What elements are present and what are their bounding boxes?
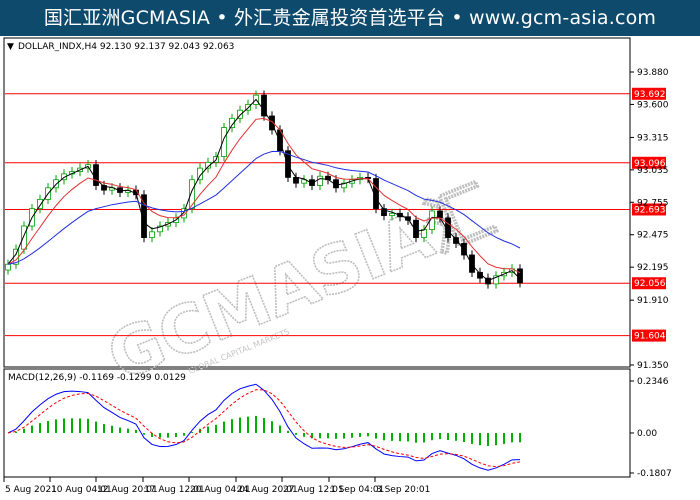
- banner-title: 国汇亚洲GCMASIA • 外汇贵金属投资首选平台 • www.gcm-asia…: [43, 7, 657, 29]
- symbol-header: DOLLAR_INDX,H4 92.130 92.137 92.043 92.0…: [18, 42, 234, 52]
- candle-body: [61, 173, 67, 181]
- candle-body: [197, 167, 203, 181]
- level-price-label: 91.604: [634, 332, 666, 342]
- candle-body: [293, 176, 299, 184]
- y-tick-label: 93.600: [637, 100, 669, 110]
- level-price-tag: [632, 87, 666, 100]
- candle-body: [21, 225, 27, 250]
- ma-red: [7, 117, 521, 274]
- level-price-label: 92.056: [634, 279, 666, 289]
- y-tick-label: 92.195: [637, 263, 669, 273]
- y-tick-label: 93.315: [637, 133, 669, 143]
- candle-body: [149, 231, 155, 239]
- candle-body: [469, 254, 475, 273]
- candle-body: [517, 268, 523, 284]
- banner: 国汇亚洲GCMASIA • 外汇贵金属投资首选平台 • www.gcm-asia…: [0, 0, 700, 36]
- macd-pane: [3, 368, 631, 478]
- y-tick-label: 93.880: [637, 68, 669, 78]
- candle-body: [429, 210, 435, 230]
- candle-body: [317, 175, 323, 186]
- candle-body: [101, 185, 107, 191]
- level-price-tag: [632, 203, 666, 216]
- level-price-label: 93.692: [634, 90, 666, 100]
- macd-signal-line: [7, 389, 521, 468]
- x-tick-label: 12 Aug 20:01: [97, 485, 158, 495]
- collapse-arrow-icon[interactable]: ▼: [7, 42, 14, 52]
- candle-body: [437, 210, 443, 219]
- macd-y-tick-label: -0.1807: [637, 469, 672, 479]
- x-tick-label: 10 Aug 04:01: [51, 485, 112, 495]
- candle-body: [453, 237, 459, 244]
- candle-body: [493, 275, 499, 285]
- candle-body: [221, 127, 227, 157]
- candle-body: [381, 208, 387, 217]
- x-tick-label: 27 Aug 12:01: [283, 485, 344, 495]
- y-tick-label: 91.350: [637, 361, 669, 371]
- candle-body: [413, 219, 419, 239]
- x-tick-label: 17 Aug 12:01: [144, 485, 205, 495]
- candle-body: [37, 198, 43, 210]
- x-tick-label: 3 Sep 20:01: [376, 485, 430, 495]
- y-tick-label: 92.755: [637, 198, 669, 208]
- candle-body: [389, 212, 395, 217]
- x-tick-label: 24 Aug 20:01: [237, 485, 298, 495]
- candle-body: [301, 179, 307, 184]
- level-price-tag: [632, 156, 666, 169]
- macd-y-tick-label: 0.2346: [637, 377, 669, 387]
- x-tick-label: 1 Sep 04:01: [330, 485, 384, 495]
- candle-body: [93, 164, 99, 186]
- candle-body: [261, 94, 267, 117]
- level-price-tag: [632, 277, 666, 290]
- macd-line: [7, 383, 521, 471]
- candle-body: [309, 179, 315, 186]
- macd-label: MACD(12,26,9) -0.1169 -0.1299 0.0129: [8, 373, 186, 383]
- y-tick-label: 93.035: [637, 166, 669, 176]
- ma-fast-black: [7, 98, 521, 282]
- y-tick-label: 91.910: [637, 296, 669, 306]
- y-tick-label: 92.475: [637, 231, 669, 241]
- ma-blue: [7, 150, 521, 265]
- candle-body: [141, 194, 147, 239]
- level-price-tag: [632, 329, 666, 342]
- candle-body: [157, 225, 163, 233]
- x-tick-label: 20 Aug 04:01: [190, 485, 251, 495]
- candle-body: [237, 109, 243, 119]
- candle-body: [341, 182, 347, 189]
- price-chart[interactable]: GCMASIA汇 GLOBAL CAPITAL MARKETS 93.69293…: [0, 36, 700, 500]
- level-price-label: 92.693: [634, 205, 666, 215]
- level-price-label: 93.096: [634, 159, 666, 169]
- candle-body: [5, 263, 11, 271]
- macd-y-tick-label: 0.00: [637, 429, 657, 439]
- x-tick-label: 5 Aug 2021: [5, 485, 57, 495]
- candle-body: [229, 117, 235, 128]
- candle-body: [181, 208, 187, 219]
